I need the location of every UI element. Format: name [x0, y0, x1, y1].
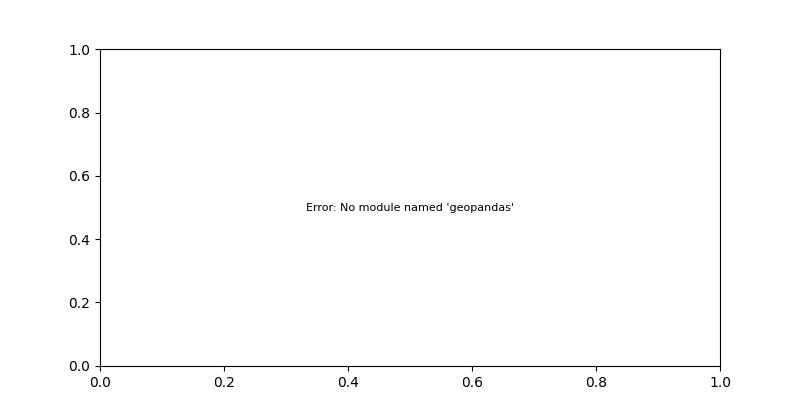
- Text: Error: No module named 'geopandas': Error: No module named 'geopandas': [306, 203, 514, 212]
